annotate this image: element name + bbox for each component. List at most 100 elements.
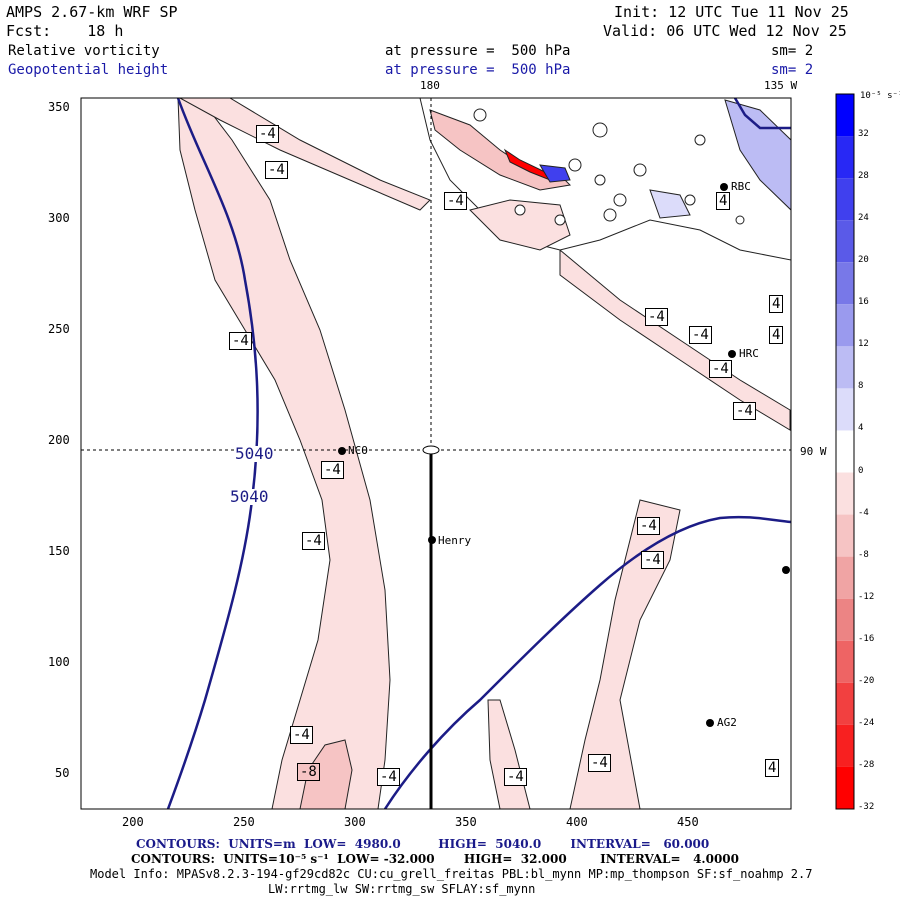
colorbar-tick-label: -12 xyxy=(858,591,875,602)
vort-band-right xyxy=(559,248,791,431)
convective-cells xyxy=(473,108,745,226)
station-nco-label: NCO xyxy=(348,444,368,457)
vort-band-left xyxy=(177,98,391,809)
vort-label: -4 xyxy=(302,532,325,550)
height-label: 5040 xyxy=(235,444,274,463)
colorbar-swatch xyxy=(836,178,854,221)
footer-vorticity-contours: CONTOURS: UNITS=10⁻⁵ s⁻¹ LOW= -32.000 HI… xyxy=(131,852,739,866)
y-tick-label: 50 xyxy=(55,766,70,780)
station-henry-marker xyxy=(428,536,436,544)
colorbar-swatch xyxy=(836,388,854,431)
station-rbc-marker xyxy=(720,183,728,191)
colorbar-tick-label: 24 xyxy=(858,213,869,224)
footer-model-info: Model Info: MPASv8.2.3-194-gf29cd82c CU:… xyxy=(90,867,813,881)
colorbar-tick-label: -24 xyxy=(858,717,875,728)
x-tick-label: 250 xyxy=(233,815,255,829)
colorbar-tick-label: -28 xyxy=(858,759,875,770)
y-tick-label: 250 xyxy=(48,322,70,336)
colorbar-swatch xyxy=(836,262,854,305)
vort-label: -4 xyxy=(256,125,279,143)
colorbar-swatch xyxy=(836,430,854,473)
vort-label: 4 xyxy=(769,295,784,313)
vort-label: -4 xyxy=(733,402,756,420)
forecast-hour: Fcst: 18 h xyxy=(6,22,124,40)
colorbar-swatch xyxy=(836,94,854,137)
colorbar-tick-label: 20 xyxy=(858,255,869,266)
vort-label: -4 xyxy=(645,308,668,326)
station-ag2-marker xyxy=(706,719,714,727)
colorbar-tick-label: 8 xyxy=(858,381,864,392)
colorbar-tick-label: 32 xyxy=(858,129,869,140)
field2-level: at pressure = 500 hPa xyxy=(385,62,571,78)
vort-label: -4 xyxy=(229,332,252,350)
footer-height-contours: CONTOURS: UNITS=m LOW= 4980.0 HIGH= 5040… xyxy=(136,837,710,851)
colorbar-swatch xyxy=(836,220,854,263)
init-time: Init: 12 UTC Tue 11 Nov 25 xyxy=(614,3,849,21)
valid-time: Valid: 06 UTC Wed 12 Nov 25 xyxy=(603,22,847,40)
vort-label: -4 xyxy=(709,360,732,378)
field2-smooth: sm= 2 xyxy=(771,62,814,78)
colorbar-tick-label: -16 xyxy=(858,633,875,644)
colorbar-tick-label: 16 xyxy=(858,297,869,308)
station-hrc-label: HRC xyxy=(739,347,759,360)
convective-blue-3 xyxy=(649,189,691,219)
y-tick-label: 350 xyxy=(48,100,70,114)
field1-level: at pressure = 500 hPa xyxy=(385,43,571,59)
vort-label: -4 xyxy=(588,754,611,772)
parallel-90w-label: 90 W xyxy=(800,445,827,458)
station-henry-label: Henry xyxy=(438,534,472,547)
x-tick-label: 200 xyxy=(122,815,144,829)
vort-label: -4 xyxy=(377,768,400,786)
colorbar-swatch xyxy=(836,304,854,347)
height-contour-5040-left xyxy=(166,98,259,809)
station-ag2-label: AG2 xyxy=(717,716,737,729)
colorbar-units: 10⁻⁵ s⁻¹ xyxy=(860,91,900,101)
vort-label: 4 xyxy=(716,192,731,210)
colorbar-swatch xyxy=(836,682,854,725)
footer-model-info-2: LW:rrtmg_lw SW:rrtmg_sw SFLAY:sf_mynn xyxy=(268,882,536,896)
y-tick-label: 100 xyxy=(48,655,70,669)
x-tick-label: 350 xyxy=(455,815,477,829)
station-hrc-marker xyxy=(728,350,736,358)
colorbar-swatch xyxy=(836,598,854,641)
colorbar-tick-label: -20 xyxy=(858,675,875,686)
vort-label: -4 xyxy=(321,461,344,479)
vort-streak-upper xyxy=(179,98,431,211)
colorbar-swatch xyxy=(836,136,854,179)
colorbar-swatch xyxy=(836,472,854,515)
colorbar-frame xyxy=(835,93,855,810)
convective-pink-2 xyxy=(469,199,571,251)
colorbar-tick-label: 12 xyxy=(858,339,869,350)
vort-label: -8 xyxy=(297,763,320,781)
plot-frame xyxy=(80,97,792,810)
colorbar-swatch xyxy=(836,556,854,599)
meridian-135w-label: 135 W xyxy=(764,79,798,92)
colorbar-tick-label: -4 xyxy=(858,507,869,518)
field1-smooth: sm= 2 xyxy=(771,43,814,59)
cross-section-start-marker xyxy=(422,445,440,455)
colorbar-tick-label: -8 xyxy=(858,549,869,560)
vort-label: -4 xyxy=(265,161,288,179)
station-rbc-label: RBC xyxy=(731,180,751,193)
x-tick-label: 300 xyxy=(344,815,366,829)
colorbar-tick-label: 0 xyxy=(858,465,864,476)
vort-label: -4 xyxy=(641,551,664,569)
colorbar-swatch xyxy=(836,724,854,767)
x-tick-label: 400 xyxy=(566,815,588,829)
vort-label: 4 xyxy=(765,759,780,777)
model-title: AMPS 2.67-km WRF SP xyxy=(6,3,178,21)
colorbar-swatch xyxy=(836,766,854,809)
y-tick-label: 150 xyxy=(48,544,70,558)
vort-label: -4 xyxy=(444,192,467,210)
y-tick-label: 200 xyxy=(48,433,70,447)
colorbar-swatch xyxy=(836,640,854,683)
convective-blue-2 xyxy=(539,164,571,183)
station-edge-marker xyxy=(782,566,790,574)
vort-label: -4 xyxy=(504,768,527,786)
meridian-180-label: 180 xyxy=(420,79,440,92)
vort-label: -4 xyxy=(689,326,712,344)
colorbar-swatch xyxy=(836,514,854,557)
vort-band-lower-right xyxy=(569,499,681,809)
